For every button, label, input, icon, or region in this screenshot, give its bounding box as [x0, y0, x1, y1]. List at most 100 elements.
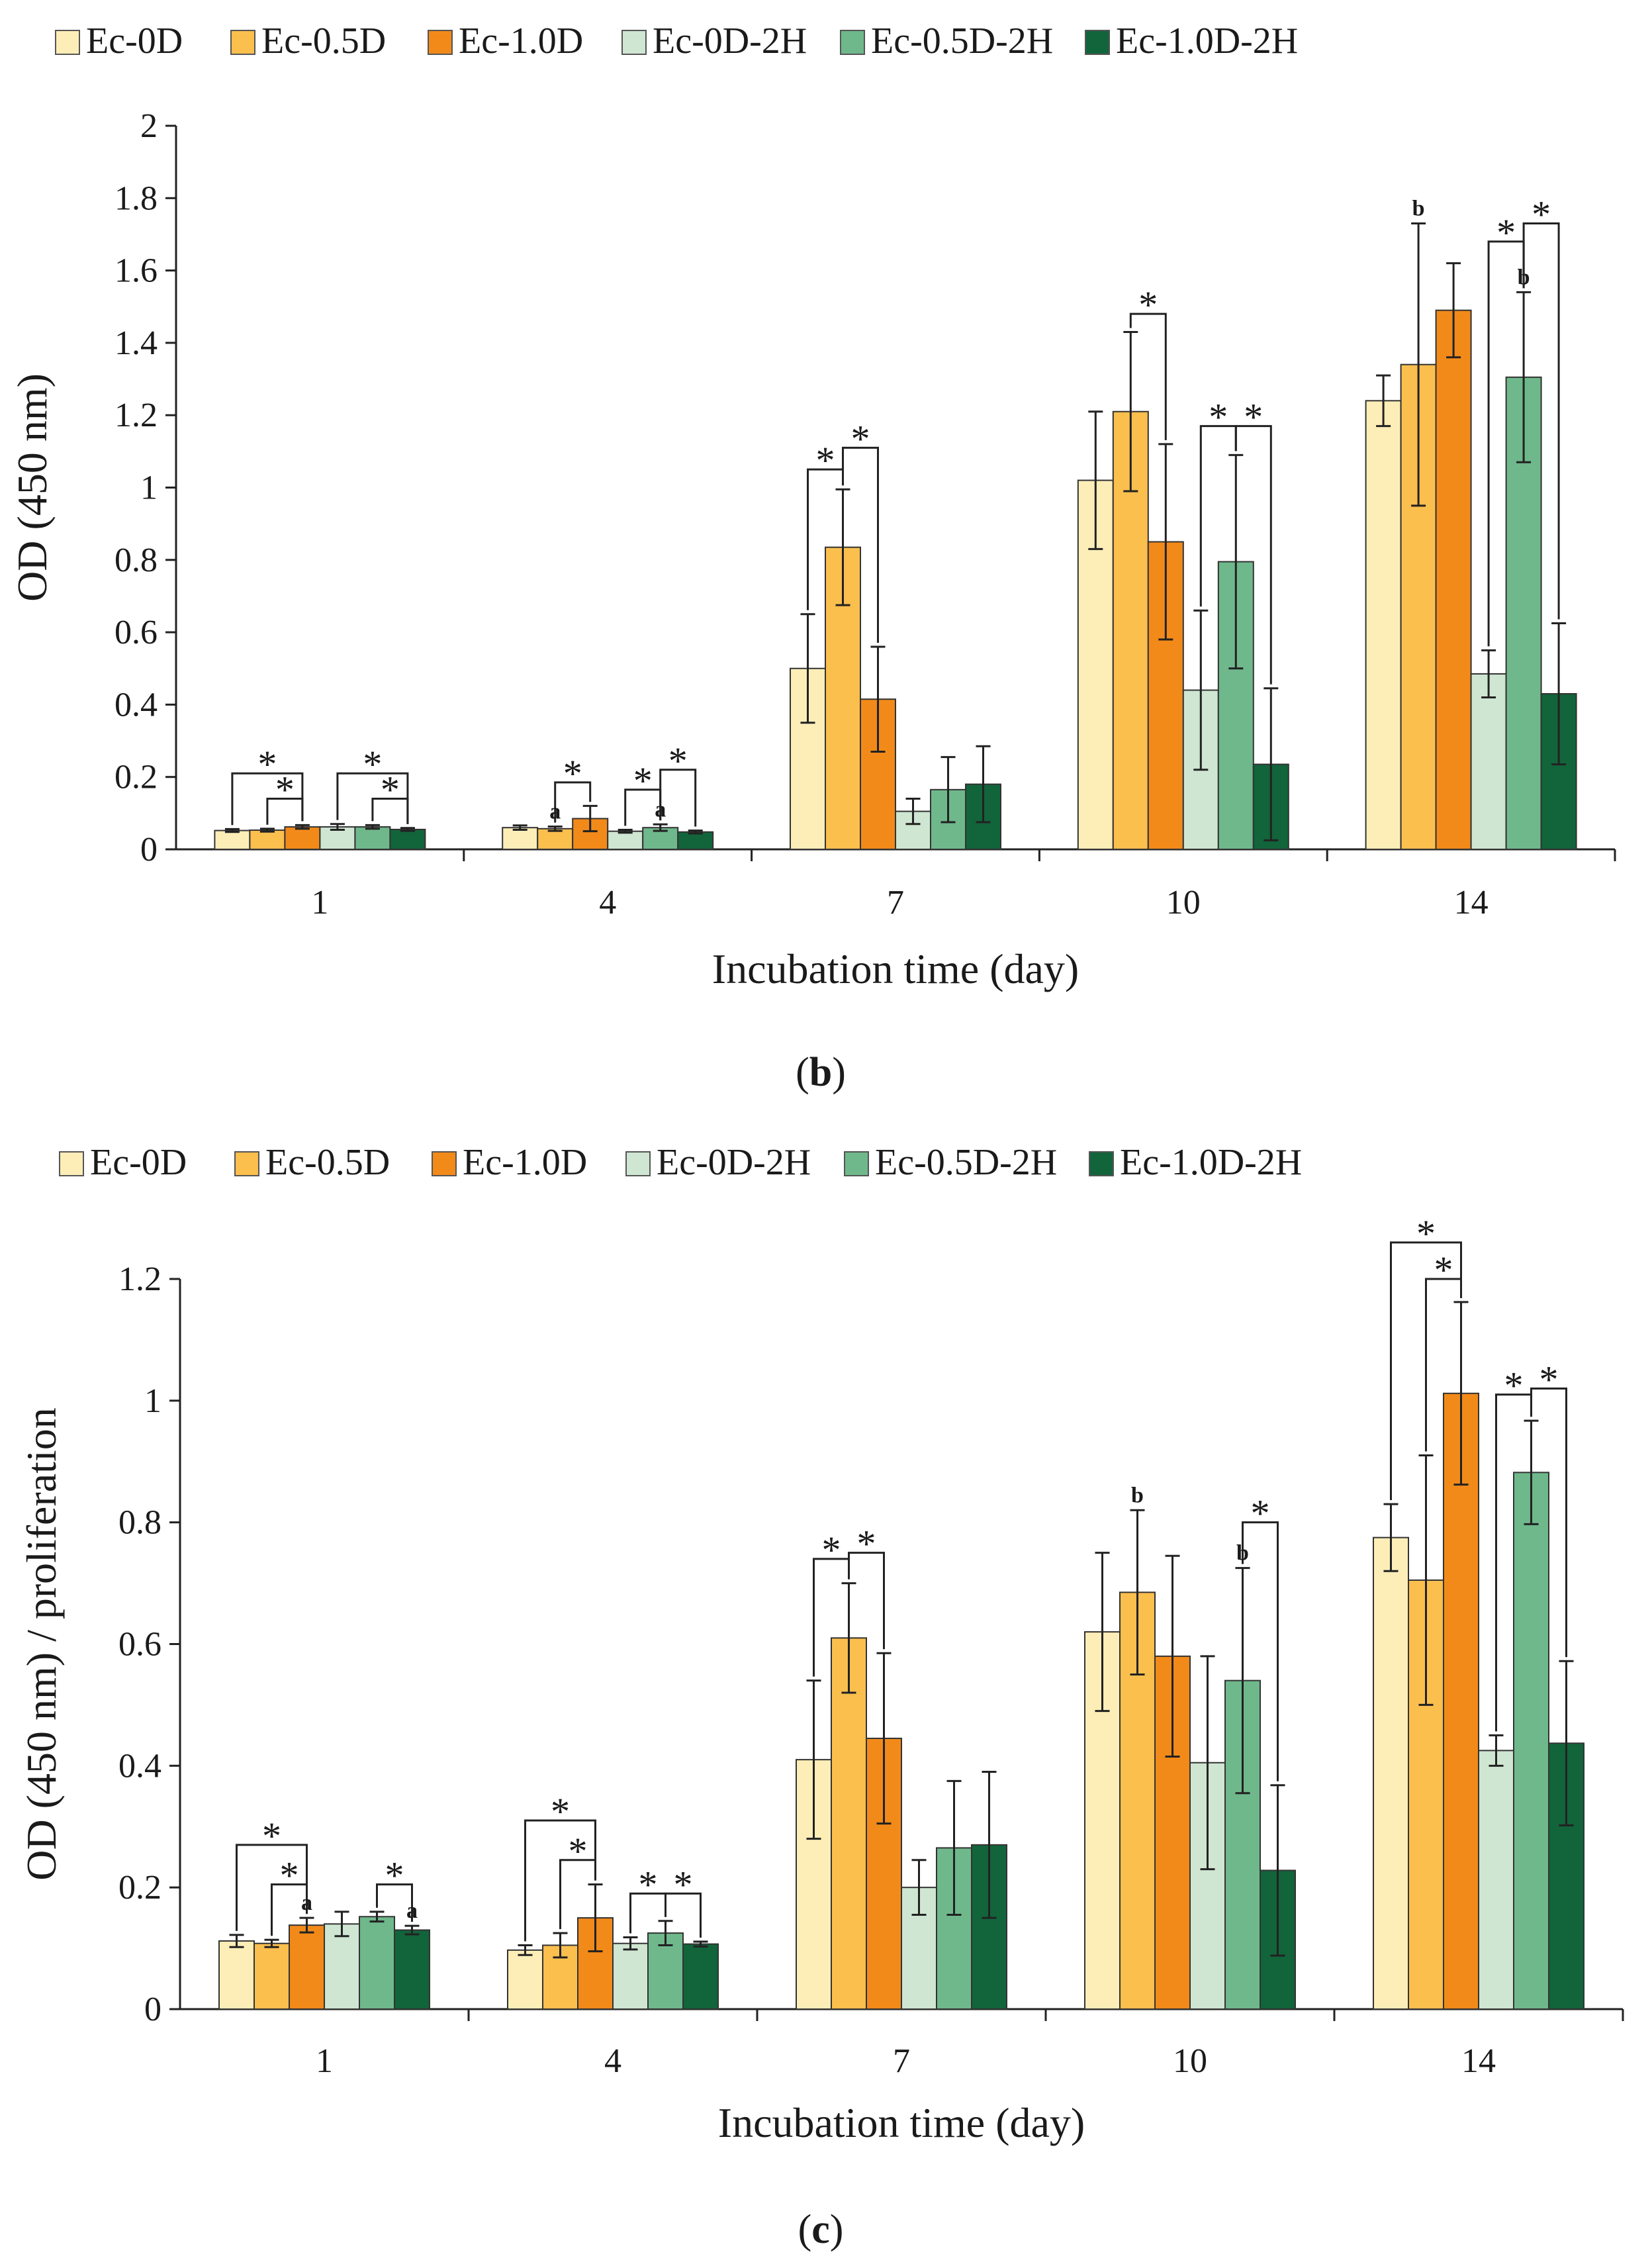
bracket-line — [1522, 222, 1560, 620]
panel-caption: (c) — [798, 2207, 844, 2252]
error-bar — [618, 828, 633, 834]
y-axis-label: OD (450 nm) / proliferation — [18, 1407, 65, 1881]
significance-bracket: * — [371, 768, 409, 824]
x-tick-label: 10 — [1173, 2042, 1207, 2080]
bracket-line — [665, 1892, 702, 1938]
bar — [218, 1940, 255, 2010]
legend-swatch-1 — [234, 1151, 259, 1176]
significance-brackets: ************** — [236, 1212, 1567, 1942]
y-tick-label: 0.2 — [118, 1869, 161, 1907]
legend-label-2: Ec-1.0D — [459, 21, 583, 62]
bar — [1365, 400, 1402, 850]
significance-star: * — [280, 1854, 299, 1897]
significance-bracket: * — [1390, 1212, 1462, 1501]
significance-star: * — [551, 1790, 570, 1833]
error-bar — [800, 613, 815, 724]
x-tick-label: 7 — [887, 884, 904, 921]
error-bar — [1376, 374, 1391, 428]
legend-label-3: Ec-0D-2H — [653, 21, 807, 62]
bar — [860, 698, 896, 851]
error-bar — [518, 1944, 533, 1956]
error-bar — [224, 827, 240, 833]
error-bar — [1228, 453, 1244, 670]
significance-bracket: * — [554, 752, 592, 823]
error-bar — [905, 797, 921, 825]
error-bar — [295, 824, 310, 830]
significance-star: * — [1209, 396, 1228, 439]
error-bar — [1481, 649, 1496, 698]
annotation-letter: a — [655, 797, 666, 822]
error-bar — [1123, 331, 1138, 493]
error-bar — [1200, 1655, 1215, 1871]
error-bar — [1411, 222, 1426, 507]
bracket-line — [1242, 1521, 1279, 1781]
error-bar — [512, 824, 528, 831]
y-tick-label: 1.6 — [115, 252, 158, 290]
y-tick-label: 0.2 — [115, 759, 158, 796]
bar — [389, 828, 426, 851]
bar — [1435, 309, 1472, 850]
bar — [1373, 1536, 1409, 2010]
annotation-letter: b — [1412, 197, 1425, 221]
y-tick-label: 0.6 — [115, 614, 158, 651]
error-bar — [330, 823, 345, 831]
legend-label-4: Ec-0.5D-2H — [871, 21, 1053, 62]
bracket-line — [559, 1859, 596, 1930]
x-tick-label: 1 — [316, 2042, 333, 2080]
significance-bracket: * — [231, 743, 304, 825]
legend-swatch-1 — [230, 30, 255, 55]
y-tick-label: 0 — [140, 831, 158, 869]
significance-bracket: * — [848, 1523, 885, 1650]
significance-star: * — [1496, 211, 1516, 254]
error-bar — [588, 1883, 603, 1953]
significance-star: * — [1532, 193, 1551, 236]
chart-panel-c: Ec-0D Ec-0.5D Ec-1.0D Ec-0D-2H Ec-0.5D-2H Ec-… — [18, 1142, 1624, 2252]
error-bar — [653, 823, 668, 832]
caption-letter: c — [811, 2207, 830, 2252]
bracket-line — [554, 781, 592, 823]
panel-caption: (b) — [796, 1050, 846, 1095]
bar — [607, 830, 644, 851]
legend-swatch-5 — [1089, 1151, 1114, 1176]
significance-bracket: * — [271, 1854, 308, 1936]
bar — [394, 1929, 430, 2010]
caption-open-paren: ( — [796, 1050, 809, 1095]
significance-bracket: * — [559, 1830, 596, 1930]
error-bar — [658, 1920, 673, 1946]
error-bar — [623, 1936, 638, 1951]
annotation-letter: a — [406, 1899, 418, 1923]
error-bar — [1263, 687, 1279, 841]
x-tick-label: 4 — [599, 884, 616, 921]
bracket-line — [231, 772, 304, 825]
bar — [507, 1949, 543, 2010]
significance-star: * — [569, 1830, 588, 1873]
y-tick-label: 1.8 — [115, 179, 158, 217]
error-bar — [334, 1910, 349, 1938]
bar — [825, 546, 861, 850]
legend-label-5: Ec-1.0D-2H — [1116, 21, 1298, 62]
y-tick-label: 0.6 — [118, 1626, 161, 1664]
error-bar — [259, 827, 275, 833]
bar — [1513, 1472, 1549, 2010]
y-tick-label: 1.4 — [115, 324, 158, 362]
annotation-letter: a — [301, 1891, 312, 1915]
bracket-line — [659, 769, 697, 827]
significance-bracket: * — [1234, 396, 1272, 684]
significance-bracket: * — [1242, 1492, 1279, 1781]
error-bar — [1489, 1734, 1504, 1767]
y-tick-label: 1 — [144, 1382, 161, 1420]
bracket-line — [524, 1819, 596, 1942]
significance-star: * — [633, 759, 653, 802]
error-bar — [1524, 1419, 1539, 1525]
caption-close-paren: ) — [832, 1050, 846, 1095]
error-bar — [1165, 1554, 1180, 1758]
x-tick-label: 14 — [1461, 2042, 1496, 2080]
significance-star: * — [668, 739, 688, 782]
error-bar — [365, 824, 380, 830]
legend-label-0: Ec-0D — [86, 21, 183, 62]
error-bar — [1559, 1660, 1574, 1826]
significance-star: * — [857, 1523, 876, 1566]
error-bar — [1193, 609, 1209, 771]
bar — [682, 1943, 719, 2010]
y-axis-label: OD (450 nm) — [9, 373, 56, 602]
